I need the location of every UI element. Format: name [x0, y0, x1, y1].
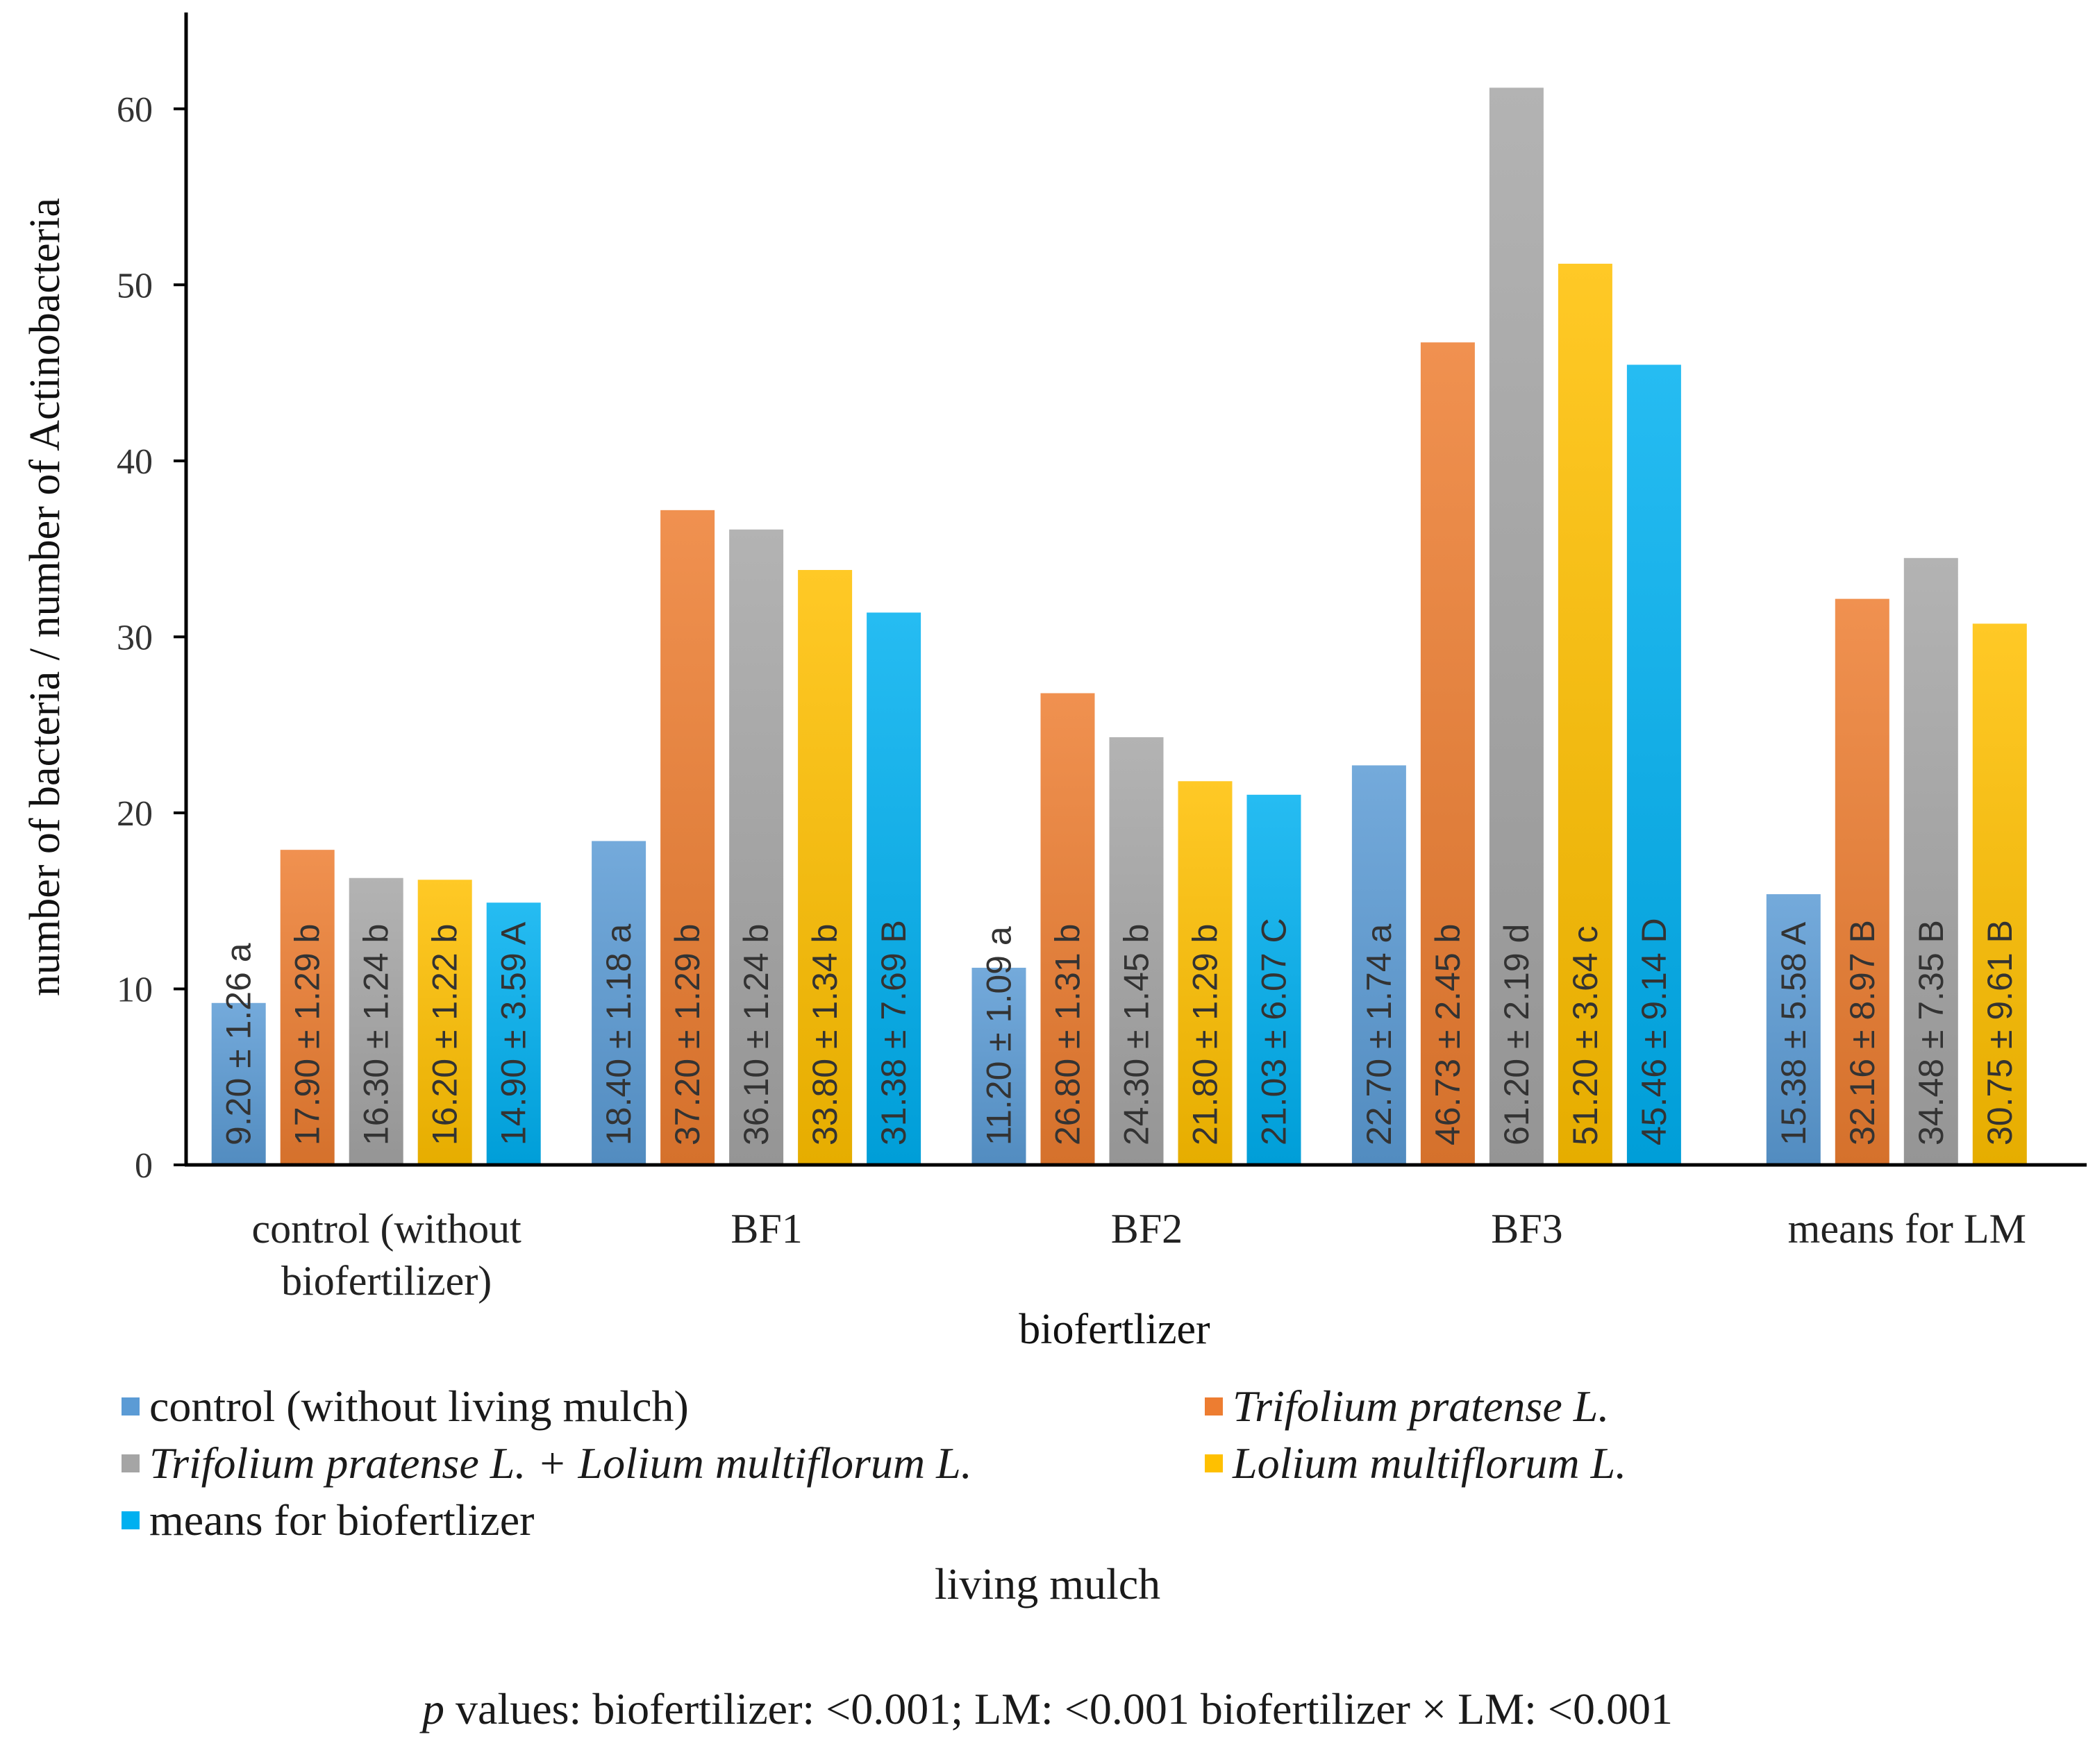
- bar-label-4-2: 46.73 ± 2.45 b: [1428, 924, 1467, 1145]
- y-tick-label: 30: [117, 618, 153, 657]
- bar-label-1-2: 17.90 ± 1.29 b: [288, 924, 327, 1145]
- bar-2-5: [867, 612, 921, 1165]
- bar-4-3: [1489, 87, 1544, 1166]
- category-label-5: means for LM: [1788, 1206, 2026, 1252]
- bar-label-1-1: 9.20 ± 1.26 a: [219, 943, 258, 1145]
- bar-label-3-4: 21.80 ± 1.29 b: [1186, 924, 1225, 1145]
- bar-label-3-1: 11.20 ± 1.09 a: [980, 926, 1019, 1145]
- bar-label-4-5: 45.46 ± 9.14 D: [1635, 918, 1674, 1145]
- bar-label-3-3: 24.30 ± 1.45 b: [1117, 924, 1156, 1145]
- bar-4-4: [1558, 263, 1612, 1166]
- bar-label-5-3: 34.48 ± 7.35 B: [1912, 920, 1951, 1145]
- legend-item-means-biofertilizer: means for biofertlizer: [122, 1495, 1205, 1546]
- bar-3-4: [1178, 781, 1233, 1165]
- bar-label-2-4: 33.80 ± 1.34 b: [806, 924, 844, 1145]
- category-label-1-line2: biofertilizer): [281, 1258, 492, 1304]
- y-axis-title: number of bacteria / number of Actinobac…: [22, 198, 69, 996]
- legend-item-lolium: Lolium multiflorum L.: [1205, 1438, 1969, 1489]
- p-values-text: values: biofertilizer: <0.001; LM: <0.00…: [444, 1684, 1673, 1733]
- y-tick-label: 10: [117, 970, 153, 1009]
- bar-1-4: [417, 880, 472, 1165]
- bar-4-1: [1351, 765, 1406, 1165]
- p-symbol: p: [422, 1684, 445, 1733]
- p-values-footnote: p values: biofertilizer: <0.001; LM: <0.…: [0, 1683, 2095, 1735]
- x-axis-title: biofertlizer: [1019, 1306, 1210, 1353]
- y-tick-label: 50: [117, 266, 153, 305]
- legend-row-3: means for biofertlizer: [122, 1492, 1996, 1549]
- bar-label-2-1: 18.40 ± 1.18 a: [599, 923, 638, 1145]
- bar-3-2: [1040, 693, 1095, 1165]
- y-tick-label: 0: [135, 1146, 153, 1186]
- legend-item-trifolium: Trifolium pratense L.: [1205, 1381, 1969, 1432]
- bar-label-2-5: 31.38 ± 7.69 B: [874, 920, 913, 1145]
- legend-label: control (without living mulch): [149, 1381, 689, 1431]
- bar-2-4: [798, 570, 853, 1165]
- bar-label-1-5: 14.90 ± 3.59 A: [494, 921, 533, 1145]
- legend-swatch: [122, 1511, 140, 1529]
- bar-1-3: [349, 877, 403, 1165]
- bar-2-3: [729, 529, 784, 1165]
- bar-5-4: [1972, 623, 2027, 1165]
- legend-swatch: [122, 1397, 140, 1416]
- bar-label-5-1: 15.38 ± 5.58 A: [1774, 921, 1813, 1145]
- legend-label: Lolium multiflorum L.: [1233, 1438, 1627, 1488]
- legend-label: means for biofertlizer: [149, 1495, 535, 1545]
- legend-row-2: Trifolium pratense L. + Lolium multiflor…: [122, 1435, 1996, 1492]
- bar-label-1-4: 16.20 ± 1.22 b: [426, 924, 465, 1145]
- legend-item-control: control (without living mulch): [122, 1381, 1205, 1432]
- bar-2-2: [660, 510, 715, 1165]
- category-label-1: control (without: [252, 1206, 522, 1252]
- bar-1-1: [211, 1002, 266, 1165]
- y-tick-label: 60: [117, 90, 153, 130]
- bar-2-1: [592, 841, 646, 1165]
- legend-label: Trifolium pratense L. + Lolium multiflor…: [149, 1438, 972, 1488]
- legend-swatch: [122, 1454, 140, 1472]
- bar-1-5: [486, 902, 541, 1165]
- bar-5-2: [1835, 598, 1889, 1165]
- bar-labels-layer: 9.20 ± 1.26 a 17.90 ± 1.29 b 16.30 ± 1.24 …: [219, 918, 2019, 1145]
- bar-4-5: [1626, 364, 1681, 1166]
- bar-label-2-3: 36.10 ± 1.24 b: [737, 924, 776, 1145]
- bar-label-4-3: 61.20 ± 2.19 d: [1497, 924, 1536, 1145]
- bar-1-2: [280, 850, 335, 1165]
- bar-label-4-4: 51.20 ± 3.64 c: [1566, 925, 1605, 1145]
- bar-3-1: [971, 968, 1026, 1165]
- bar-label-5-2: 32.16 ± 8.97 B: [1843, 920, 1882, 1145]
- legend-swatch: [1205, 1397, 1223, 1416]
- bar-label-3-2: 26.80 ± 1.31 b: [1049, 924, 1087, 1145]
- bar-label-4-1: 22.70 ± 1.74 a: [1360, 923, 1399, 1145]
- bar-chart: 9.20 ± 1.26 a 17.90 ± 1.29 b 16.30 ± 1.24 …: [22, 12, 2087, 1353]
- y-tick-label: 40: [117, 442, 153, 482]
- bar-3-5: [1246, 794, 1301, 1165]
- legend-title: living mulch: [934, 1559, 1161, 1608]
- bar-label-5-4: 30.75 ± 9.61 B: [1980, 920, 2019, 1145]
- legend-row-1: control (without living mulch) Trifolium…: [122, 1378, 1996, 1435]
- legend: control (without living mulch) Trifolium…: [122, 1378, 1996, 1549]
- category-label-2: BF1: [731, 1206, 802, 1252]
- legend-label: Trifolium pratense L.: [1233, 1381, 1610, 1431]
- y-tick-label: 20: [117, 794, 153, 834]
- bar-5-1: [1766, 894, 1821, 1165]
- category-label-3: BF2: [1111, 1206, 1183, 1252]
- axes-layer: control (without biofertilizer) BF1 BF2 BF3 m…: [117, 12, 2087, 1304]
- bar-3-3: [1109, 737, 1164, 1165]
- bar-label-3-5: 21.03 ± 6.07 C: [1255, 918, 1294, 1145]
- legend-item-trifolium-lolium: Trifolium pratense L. + Lolium multiflor…: [122, 1438, 1205, 1489]
- bar-4-2: [1420, 342, 1475, 1165]
- bar-5-3: [1903, 557, 1958, 1165]
- bar-label-1-3: 16.30 ± 1.24 b: [357, 924, 396, 1145]
- legend-swatch: [1205, 1454, 1223, 1472]
- bar-label-2-2: 37.20 ± 1.29 b: [668, 924, 707, 1145]
- bars-layer: [211, 87, 2027, 1166]
- category-label-4: BF3: [1491, 1206, 1562, 1252]
